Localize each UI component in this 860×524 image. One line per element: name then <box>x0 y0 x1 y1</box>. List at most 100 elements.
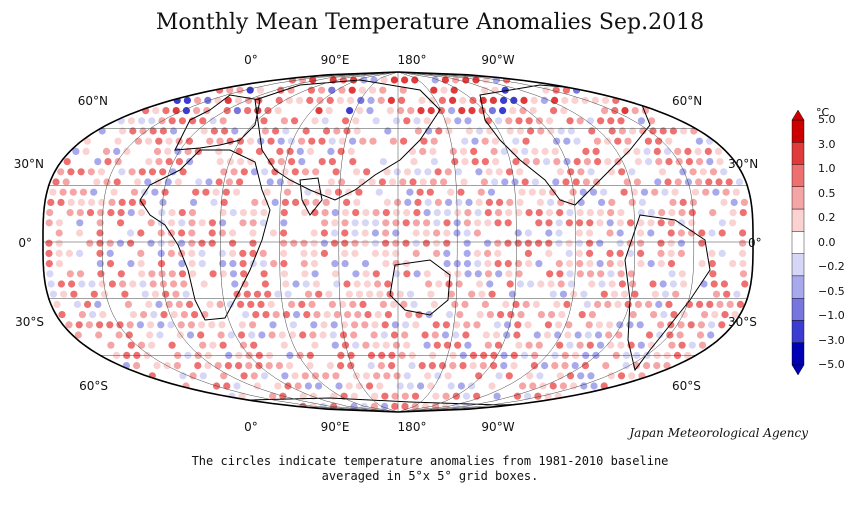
lat-label-60n: 60°N <box>78 94 108 108</box>
anomaly-dot <box>433 239 441 247</box>
anomaly-dot <box>106 321 114 329</box>
anomaly-dot <box>576 209 584 217</box>
anomaly-dot <box>480 178 488 186</box>
anomaly-dot <box>304 382 312 390</box>
anomaly-dot <box>514 321 522 329</box>
anomaly-dot <box>505 372 513 380</box>
anomaly-dot <box>233 382 241 390</box>
anomaly-dot <box>216 158 224 166</box>
anomaly-dot <box>524 392 532 400</box>
anomaly-dot <box>178 209 186 217</box>
anomaly-dot <box>645 300 653 308</box>
anomaly-dot <box>194 362 202 370</box>
anomaly-dot <box>567 168 575 176</box>
anomaly-dot <box>382 249 390 257</box>
anomaly-dot <box>565 219 574 227</box>
colorbar-segment <box>791 119 805 143</box>
anomaly-dot <box>277 137 285 145</box>
anomaly-dot <box>570 382 578 390</box>
anomaly-dot <box>678 341 686 349</box>
anomaly-dot <box>107 270 115 278</box>
anomaly-dot <box>280 270 289 278</box>
anomaly-dot <box>526 198 534 206</box>
anomaly-dot <box>535 341 543 349</box>
anomaly-dot <box>443 260 451 268</box>
anomaly-dot <box>628 372 636 380</box>
anomaly-dot <box>392 260 400 268</box>
anomaly-dot <box>475 198 483 206</box>
anomaly-dot <box>236 86 244 94</box>
anomaly-dot <box>462 331 470 339</box>
anomaly-dot <box>465 127 473 135</box>
anomaly-dot <box>677 229 686 237</box>
colorbar-tick-label: 3.0 <box>818 137 836 151</box>
anomaly-dot <box>116 229 124 237</box>
anomaly-dot <box>674 147 682 155</box>
anomaly-dot <box>317 147 325 155</box>
anomaly-dot <box>616 219 625 227</box>
anomaly-dot <box>53 300 61 308</box>
anomaly-dot <box>428 96 436 104</box>
anomaly-dot <box>230 168 238 176</box>
anomaly-dot <box>541 362 549 370</box>
anomaly-dot <box>565 239 573 247</box>
anomaly-dot <box>412 219 420 227</box>
anomaly-dot <box>440 86 448 94</box>
anomaly-dot <box>173 362 181 370</box>
anomaly-dot <box>188 239 196 247</box>
anomaly-dot <box>312 198 320 206</box>
anomaly-dot <box>371 229 379 237</box>
anomaly-dot <box>231 280 239 288</box>
anomaly-dot <box>607 341 615 349</box>
anomaly-dot <box>665 158 673 166</box>
anomaly-dot <box>674 178 682 186</box>
anomaly-dot <box>123 147 131 155</box>
anomaly-dot <box>698 341 707 349</box>
anomaly-dot <box>296 362 304 370</box>
anomaly-dot <box>454 270 462 278</box>
anomaly-dot <box>369 158 377 166</box>
anomaly-dot <box>573 158 581 166</box>
anomaly-dot <box>452 331 460 339</box>
anomaly-dot <box>486 280 494 288</box>
anomaly-dot <box>82 147 90 155</box>
anomaly-dot <box>320 239 328 247</box>
anomaly-dot <box>116 239 124 247</box>
anomaly-dot <box>671 188 679 196</box>
anomaly-dot <box>321 270 329 278</box>
anomaly-dot <box>377 96 385 104</box>
anomaly-dot <box>47 198 55 206</box>
anomaly-dot <box>708 229 716 237</box>
anomaly-dot <box>546 117 554 125</box>
anomaly-dot <box>326 96 334 104</box>
anomaly-dot <box>375 188 383 196</box>
anomaly-dot <box>108 280 116 288</box>
anomaly-dot <box>433 117 441 125</box>
anomaly-dot <box>357 147 366 155</box>
anomaly-dot <box>462 392 471 400</box>
anomaly-dot <box>323 280 331 288</box>
anomaly-dot <box>95 331 103 339</box>
anomaly-dot <box>392 239 400 247</box>
anomaly-dot <box>267 137 275 145</box>
anomaly-dot <box>311 117 319 125</box>
anomaly-dot <box>543 331 552 339</box>
anomaly-dot <box>380 331 388 339</box>
anomaly-dot <box>698 229 706 237</box>
anomaly-dot <box>289 321 297 329</box>
anomaly-dot <box>376 290 384 298</box>
anomaly-dot <box>447 188 455 196</box>
anomaly-dot <box>690 280 698 288</box>
anomaly-dot <box>188 260 196 268</box>
anomaly-dot <box>443 249 451 257</box>
anomaly-dot <box>656 331 664 339</box>
anomaly-dot <box>190 127 198 135</box>
anomaly-dot <box>607 270 615 278</box>
anomaly-dot <box>504 239 512 247</box>
anomaly-dot <box>331 229 339 237</box>
anomaly-dot <box>548 311 556 319</box>
anomaly-dot <box>571 362 579 370</box>
anomaly-dot <box>464 372 473 380</box>
anomaly-dot <box>430 137 438 145</box>
anomaly-dot <box>710 280 718 288</box>
